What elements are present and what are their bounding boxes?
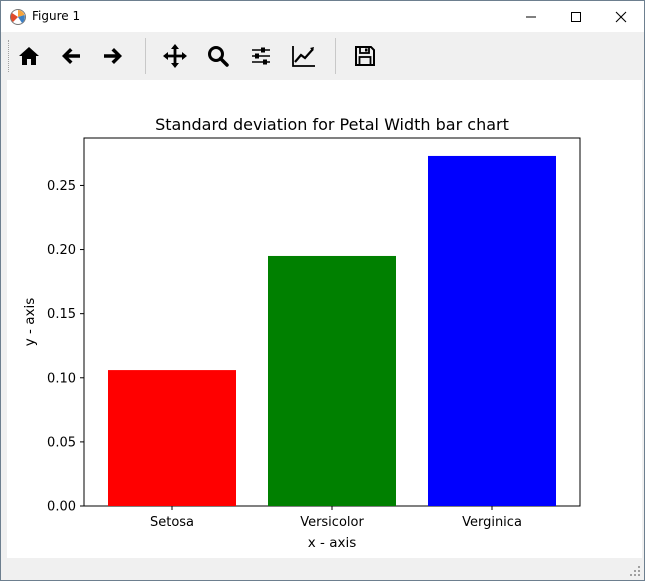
toolbar-grip[interactable] bbox=[8, 40, 12, 72]
save-icon bbox=[355, 46, 375, 66]
zoom-icon bbox=[208, 46, 229, 67]
close-icon bbox=[615, 11, 627, 22]
home-button[interactable] bbox=[12, 39, 46, 73]
close-button[interactable] bbox=[598, 1, 644, 32]
bar-setosa bbox=[108, 370, 236, 506]
y-tick-label: 0.20 bbox=[47, 243, 76, 258]
figure-canvas[interactable]: Standard deviation for Petal Width bar c… bbox=[7, 80, 642, 558]
subplots-button[interactable] bbox=[244, 39, 278, 73]
back-button[interactable] bbox=[54, 39, 88, 73]
minimize-icon bbox=[526, 16, 536, 17]
toolbar-separator bbox=[335, 38, 336, 74]
y-axis-label: y - axis bbox=[22, 298, 38, 347]
subplots-icon bbox=[252, 47, 270, 65]
chart-title: Standard deviation for Petal Width bar c… bbox=[155, 115, 509, 134]
home-icon bbox=[19, 47, 39, 65]
navigation-toolbar bbox=[1, 32, 644, 80]
status-bar bbox=[1, 558, 644, 580]
y-tick-label: 0.05 bbox=[47, 435, 76, 450]
back-arrow-icon bbox=[62, 48, 80, 64]
forward-arrow-icon bbox=[104, 48, 122, 64]
bar-verginica bbox=[428, 155, 556, 506]
pan-button[interactable] bbox=[158, 39, 192, 73]
x-tick-label: Setosa bbox=[150, 515, 194, 530]
forward-button[interactable] bbox=[96, 39, 130, 73]
toolbar-separator bbox=[145, 38, 146, 74]
x-axis-label: x - axis bbox=[308, 535, 357, 551]
bar-chart: Standard deviation for Petal Width bar c… bbox=[22, 115, 581, 551]
y-tick-label: 0.00 bbox=[47, 500, 76, 515]
y-tick-label: 0.10 bbox=[47, 371, 76, 386]
x-tick-label: Versicolor bbox=[300, 515, 364, 530]
y-tick-label: 0.25 bbox=[47, 179, 76, 194]
resize-grip-icon[interactable] bbox=[630, 566, 641, 577]
edit-curves-icon bbox=[292, 46, 315, 67]
title-bar[interactable]: Figure 1 bbox=[1, 1, 644, 32]
zoom-button[interactable] bbox=[201, 39, 235, 73]
save-button[interactable] bbox=[348, 39, 382, 73]
matplotlib-app-icon bbox=[10, 9, 26, 25]
x-tick-label: Verginica bbox=[462, 515, 522, 530]
maximize-button[interactable] bbox=[553, 1, 599, 32]
maximize-icon bbox=[571, 11, 581, 22]
minimize-button[interactable] bbox=[508, 1, 554, 32]
y-tick-label: 0.15 bbox=[47, 307, 76, 322]
window-title: Figure 1 bbox=[32, 9, 81, 23]
customize-button[interactable] bbox=[287, 39, 321, 73]
pan-icon bbox=[163, 44, 187, 68]
bar-versicolor bbox=[268, 255, 396, 506]
